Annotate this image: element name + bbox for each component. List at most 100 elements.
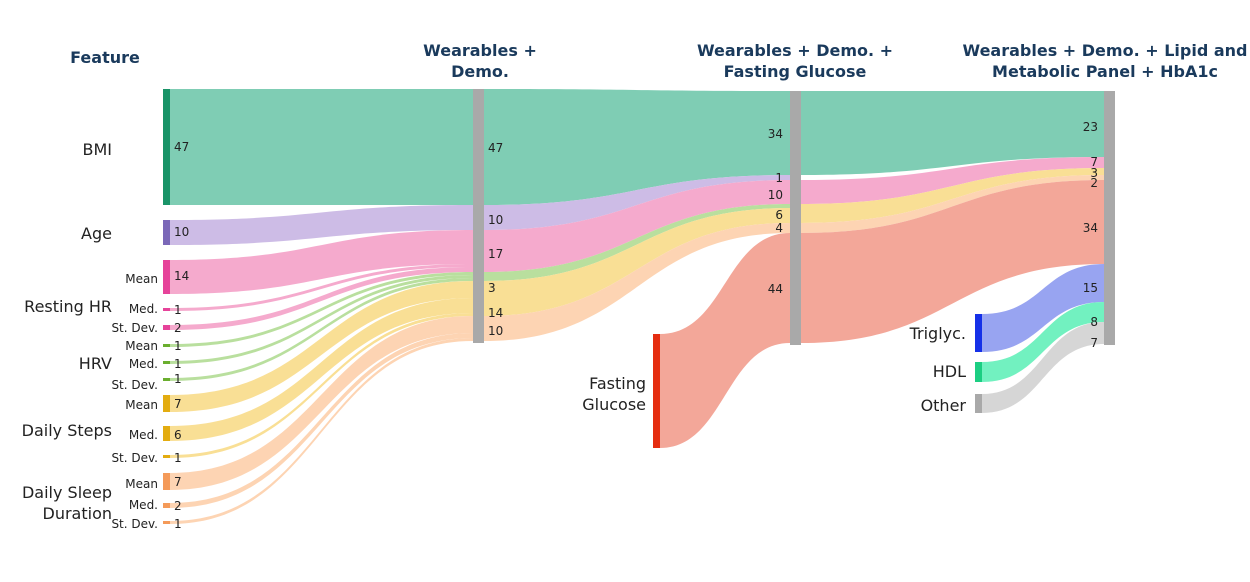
sublabel-steps-mean: Mean	[125, 398, 158, 412]
label-fasting-line2: Glucose	[582, 395, 646, 414]
header-col3-line1: Wearables + Demo. + Lipid and	[962, 41, 1248, 60]
col3-value-bmi: 23	[1082, 120, 1098, 134]
sublabel-rhr-stdev: St. Dev.	[111, 321, 158, 335]
header-feature: Feature	[70, 48, 140, 67]
flow-bmi-col3	[801, 91, 1104, 175]
col1-value-hrv: 3	[488, 281, 496, 295]
col3-value-other: 7	[1090, 336, 1098, 350]
value-steps-mean: 7	[174, 397, 182, 411]
value-hrv-med: 1	[174, 357, 182, 371]
header-col2: Wearables + Demo. + Fasting Glucose	[680, 40, 910, 82]
bar-steps-mean	[163, 395, 170, 412]
flow-steps-col3	[801, 168, 1104, 223]
value-hrv-mean: 1	[174, 339, 182, 353]
header-col1-line1: Wearables +	[423, 41, 537, 60]
flow-hrv-stdev-col1	[170, 278, 473, 381]
col3-value-sleep: 2	[1090, 176, 1098, 190]
bar-hrv-stdev	[163, 378, 170, 381]
flow-hrv-med-col1	[170, 275, 473, 364]
sublabel-sleep-stdev: St. Dev.	[111, 517, 158, 531]
value-sleep-med: 2	[174, 499, 182, 513]
label-hdl: HDL	[932, 362, 966, 381]
flow-sleep-mean-col1	[170, 316, 473, 490]
value-rhr-mean: 14	[174, 269, 190, 283]
bars	[163, 89, 1115, 524]
bar-sleep-mean	[163, 473, 170, 490]
value-bmi: 47	[174, 140, 190, 154]
flow-trig-col3	[982, 264, 1104, 352]
col2-value-rhr: 10	[767, 188, 783, 202]
col3-bar	[1104, 91, 1115, 345]
bar-trig	[975, 314, 982, 352]
col3-value-rhr: 7	[1090, 155, 1098, 169]
bar-rhr-mean	[163, 260, 170, 294]
header-col2-line2: Fasting Glucose	[723, 62, 867, 81]
flow-hrv-mean-col1	[170, 272, 473, 347]
flow-hrv-col2	[484, 204, 790, 281]
sublabel-rhr-mean: Mean	[125, 272, 158, 286]
bar-sleep-stdev	[163, 521, 170, 524]
label-other: Other	[920, 396, 966, 415]
flow-steps-med-col1	[170, 298, 473, 441]
bar-other	[975, 394, 982, 413]
bar-steps-stdev	[163, 455, 170, 458]
value-rhr-stdev: 2	[174, 321, 182, 335]
col3-value-steps: 3	[1090, 166, 1098, 180]
flow-bmi-col2	[484, 89, 790, 205]
flow-steps-col2	[484, 208, 790, 316]
sublabel-hrv-mean: Mean	[125, 339, 158, 353]
flow-hdl-col3	[982, 302, 1104, 382]
flow-sleep-stdev-col1	[170, 338, 473, 524]
col1-value-rhr: 17	[488, 247, 504, 261]
col1-bar	[473, 89, 484, 343]
flow-age-col2	[484, 175, 790, 230]
bar-hdl	[975, 362, 982, 382]
col3-value-hdl: 8	[1090, 315, 1098, 329]
col2-value-steps: 6	[775, 208, 783, 222]
label-hrv: HRV	[78, 354, 112, 373]
label-daily-sleep: Daily Sleep Duration	[22, 482, 112, 524]
col1-value-age: 10	[488, 213, 504, 227]
label-fasting-glucose: Fasting Glucose	[582, 373, 646, 415]
label-age: Age	[81, 224, 112, 243]
bar-hrv-mean	[163, 344, 170, 347]
flow-age-col1	[170, 205, 473, 245]
value-steps-med: 6	[174, 428, 182, 442]
col2-value-bmi: 34	[767, 127, 783, 141]
bar-glucose	[653, 334, 660, 448]
sublabel-steps-med: Med.	[128, 428, 158, 442]
header-col3: Wearables + Demo. + Lipid and Metabolic …	[960, 40, 1250, 82]
flow-steps-stdev-col1	[170, 313, 473, 458]
label-daily-sleep-line1: Daily Sleep	[21, 483, 112, 502]
flow-rhr-mean-col1	[170, 230, 473, 294]
flow-rhr-med-col1	[170, 264, 473, 311]
sublabel-sleep-med: Med.	[128, 498, 158, 512]
header-col1: Wearables + Demo.	[400, 40, 560, 82]
header-col1-line2: Demo.	[451, 62, 509, 81]
col3-value-glucose: 34	[1082, 221, 1098, 235]
col2-bar	[790, 91, 801, 345]
label-bmi: BMI	[82, 140, 113, 159]
col1-value-steps: 14	[488, 306, 504, 320]
flow-steps-mean-col1	[170, 281, 473, 412]
col1-value-bmi: 47	[488, 141, 504, 155]
value-rhr-med: 1	[174, 303, 182, 317]
flow-rhr-col2	[484, 180, 790, 272]
bar-age	[163, 220, 170, 245]
col1-value-sleep: 10	[488, 324, 504, 338]
col3-value-trig: 15	[1082, 281, 1098, 295]
col2-value-sleep: 4	[775, 221, 783, 235]
value-sleep-mean: 7	[174, 475, 182, 489]
sublabel-sleep-mean: Mean	[125, 477, 158, 491]
sublabel-rhr-med: Med.	[128, 302, 158, 316]
flows	[170, 89, 1104, 524]
flow-glucose-col2	[660, 233, 790, 448]
sublabel-steps-stdev: St. Dev.	[111, 451, 158, 465]
flow-sleep-col3	[801, 175, 1104, 233]
value-hrv-stdev: 1	[174, 372, 182, 386]
flow-rhr-col3	[801, 157, 1104, 204]
col2-value-glucose: 44	[767, 282, 783, 296]
label-daily-steps: Daily Steps	[21, 421, 112, 440]
flow-bmi-col1	[170, 89, 473, 205]
